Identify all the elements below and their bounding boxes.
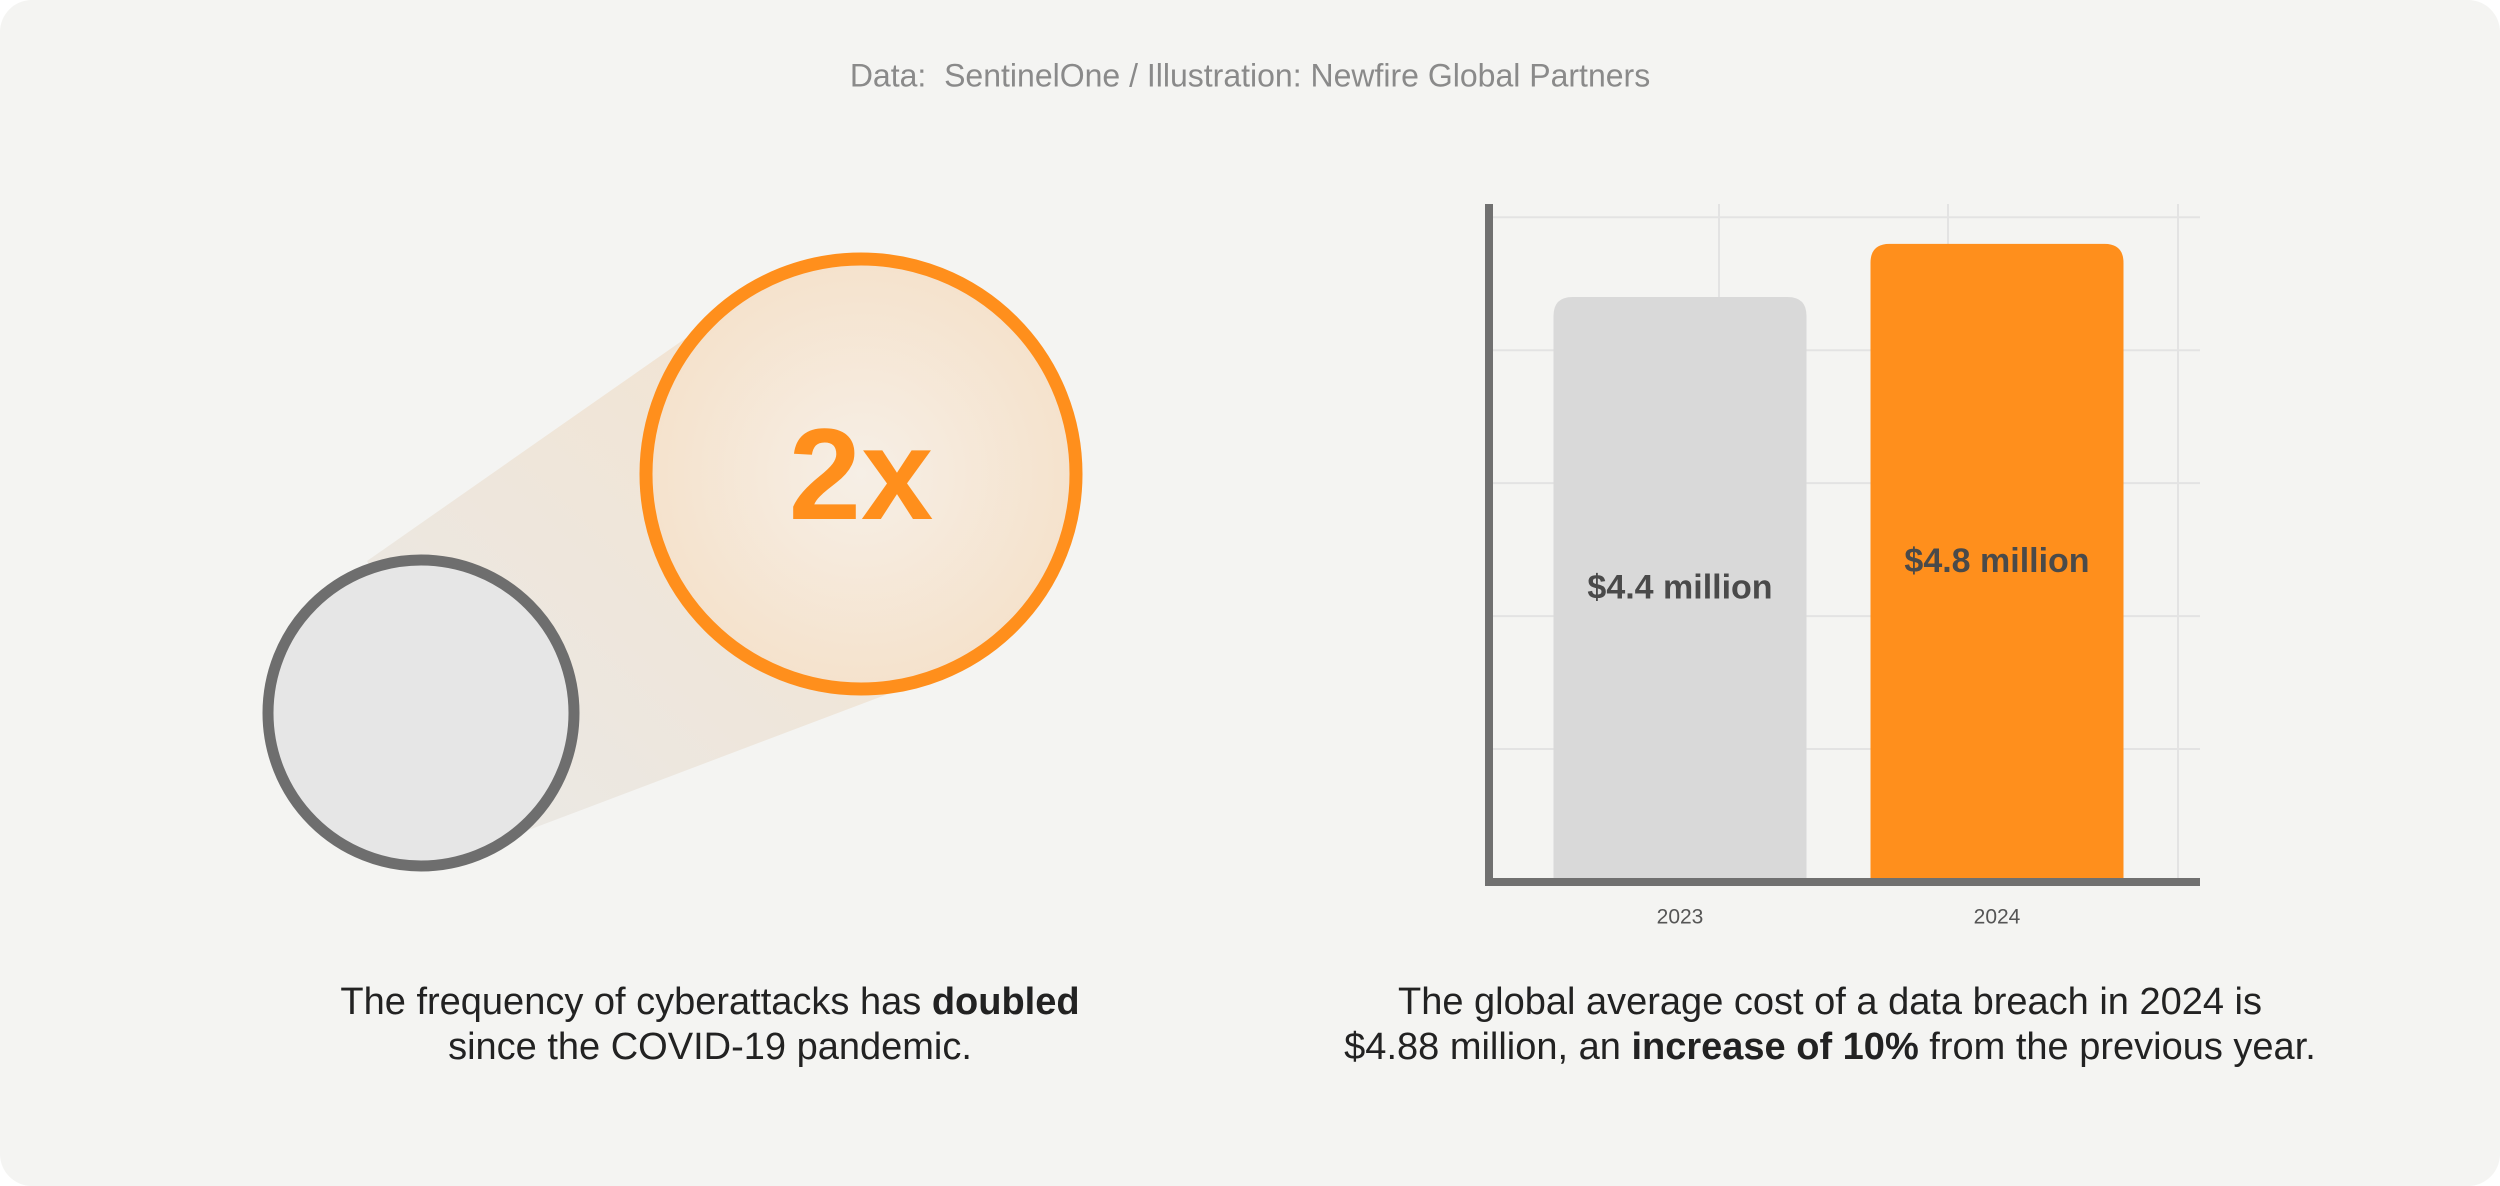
- source: Data: SentinelOne / Illustration: Newfir…: [850, 57, 1650, 93]
- caption-text: The frequency of cyberattacks has: [340, 981, 931, 1023]
- caption: The global average cost of a data breach…: [1398, 981, 2262, 1023]
- value-label: $4.8 million: [1904, 542, 2089, 580]
- big-circle: [639, 252, 1083, 696]
- caption-text: $4.88 million, an: [1344, 1026, 1631, 1068]
- value-label: $4.4 million: [1587, 569, 1772, 607]
- caption-bold: increase of 10%: [1631, 1026, 1918, 1068]
- bar: [1553, 297, 1807, 882]
- bar-chart: $4.4 million 2023 $4.8 million 2024: [1485, 204, 2200, 929]
- small-circle: [262, 554, 580, 872]
- caption-bold: doubled: [932, 981, 1080, 1023]
- caption: since the COVID-19 pandemic.: [448, 1026, 972, 1068]
- caption: The frequency of cyberattacks has double…: [340, 981, 1079, 1023]
- x-tick-label: 2024: [1974, 906, 2021, 929]
- caption-text: The global average cost of a data breach…: [1398, 981, 2262, 1023]
- bar: [1870, 243, 2124, 883]
- caption-text: from the previous year.: [1919, 1026, 2316, 1068]
- multiplier: 2x: [789, 401, 934, 547]
- x-tick-label: 2023: [1657, 906, 1704, 929]
- caption: $4.88 million, an increase of 10% from t…: [1344, 1026, 2316, 1068]
- caption-text: since the COVID-19 pandemic.: [448, 1026, 972, 1068]
- illustration: 2x: [262, 252, 1083, 872]
